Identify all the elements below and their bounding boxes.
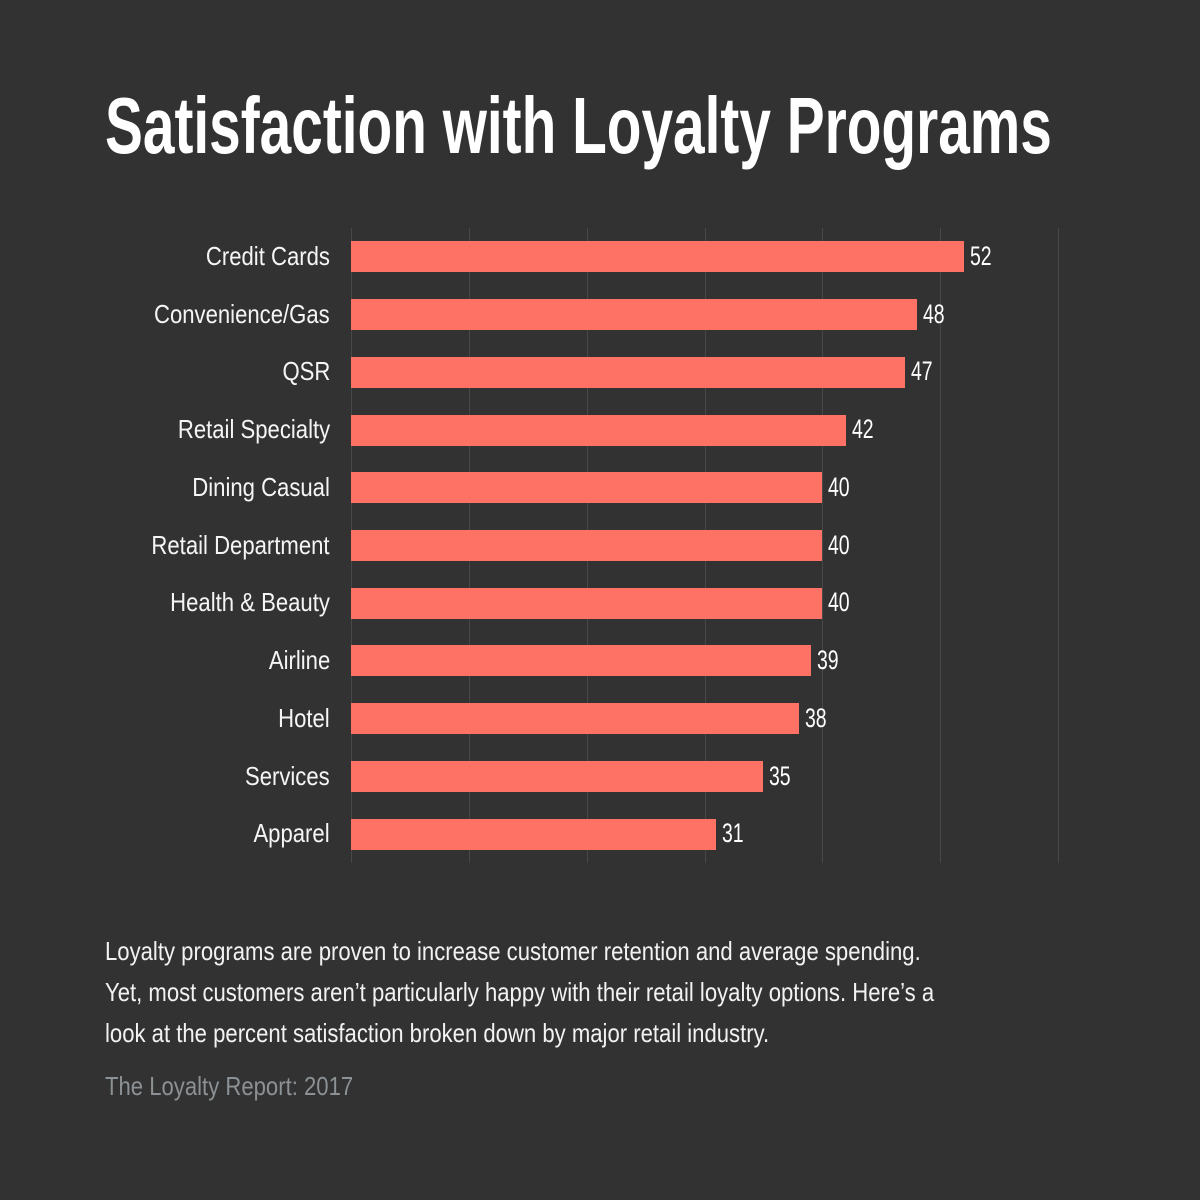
bar — [351, 645, 811, 677]
bar-row: Apparel 31 — [254, 805, 1058, 863]
category-label: Dining Casual — [192, 471, 330, 502]
gridline — [1058, 228, 1059, 863]
description-line: Yet, most customers aren’t particularly … — [105, 977, 935, 1007]
value-label: 52 — [969, 241, 992, 271]
bar-row: Retail Department 40 — [152, 517, 1058, 575]
category-label: Retail Department — [151, 529, 330, 560]
chart-title: Satisfaction with Loyalty Programs — [105, 81, 1052, 170]
bar — [351, 472, 823, 504]
bar-row: Hotel 38 — [278, 690, 1058, 748]
gridline — [940, 228, 942, 863]
bar-row: Retail Specialty 42 — [178, 401, 1058, 459]
bar — [351, 703, 799, 735]
description: Loyalty programs are proven to increase … — [105, 931, 1080, 1054]
value-label: 39 — [816, 645, 839, 676]
bar-row: Airline 39 — [269, 632, 1058, 690]
description-line: look at the percent satisfaction broken … — [105, 1018, 770, 1048]
value-label: 48 — [922, 298, 945, 329]
category-label: Apparel — [253, 818, 330, 849]
bar-row: Health & Beauty 40 — [170, 574, 1058, 632]
bar — [351, 299, 917, 331]
value-label: 31 — [722, 818, 744, 849]
bar-row: Services 35 — [245, 748, 1058, 806]
bar-row: QSR 47 — [282, 343, 1058, 401]
category-label: Airline — [268, 645, 330, 676]
value-label: 42 — [851, 414, 874, 445]
source-label: The Loyalty Report: 2017 — [105, 1071, 354, 1101]
description-line: Loyalty programs are proven to increase … — [105, 936, 921, 966]
category-label: Health & Beauty — [170, 587, 330, 618]
gridline — [822, 228, 824, 863]
bar — [351, 356, 905, 388]
category-label: Convenience/Gas — [154, 298, 330, 329]
category-label: Retail Specialty — [177, 414, 330, 445]
category-label: Hotel — [278, 702, 330, 733]
category-label: Credit Cards — [205, 241, 330, 271]
category-label: Services — [245, 760, 330, 791]
value-label: 47 — [910, 356, 933, 387]
value-label: 38 — [804, 702, 827, 733]
bar — [351, 414, 846, 446]
value-label: 40 — [828, 471, 850, 502]
value-label: 40 — [828, 587, 850, 618]
plot-area: Credit Cards 52 Convenience/Gas 48 QSR 47 Reta… — [152, 228, 1059, 863]
value-label: 35 — [769, 760, 792, 791]
category-label: QSR — [282, 356, 330, 387]
bar-row: Convenience/Gas 48 — [154, 286, 1058, 344]
bar — [351, 818, 717, 850]
bar — [351, 241, 964, 273]
value-label: 40 — [828, 529, 850, 560]
bar-row: Dining Casual 40 — [192, 459, 1058, 517]
bar — [351, 529, 823, 561]
bar — [351, 760, 764, 792]
bar — [351, 587, 823, 619]
bar-row: Credit Cards 52 — [206, 228, 1058, 286]
